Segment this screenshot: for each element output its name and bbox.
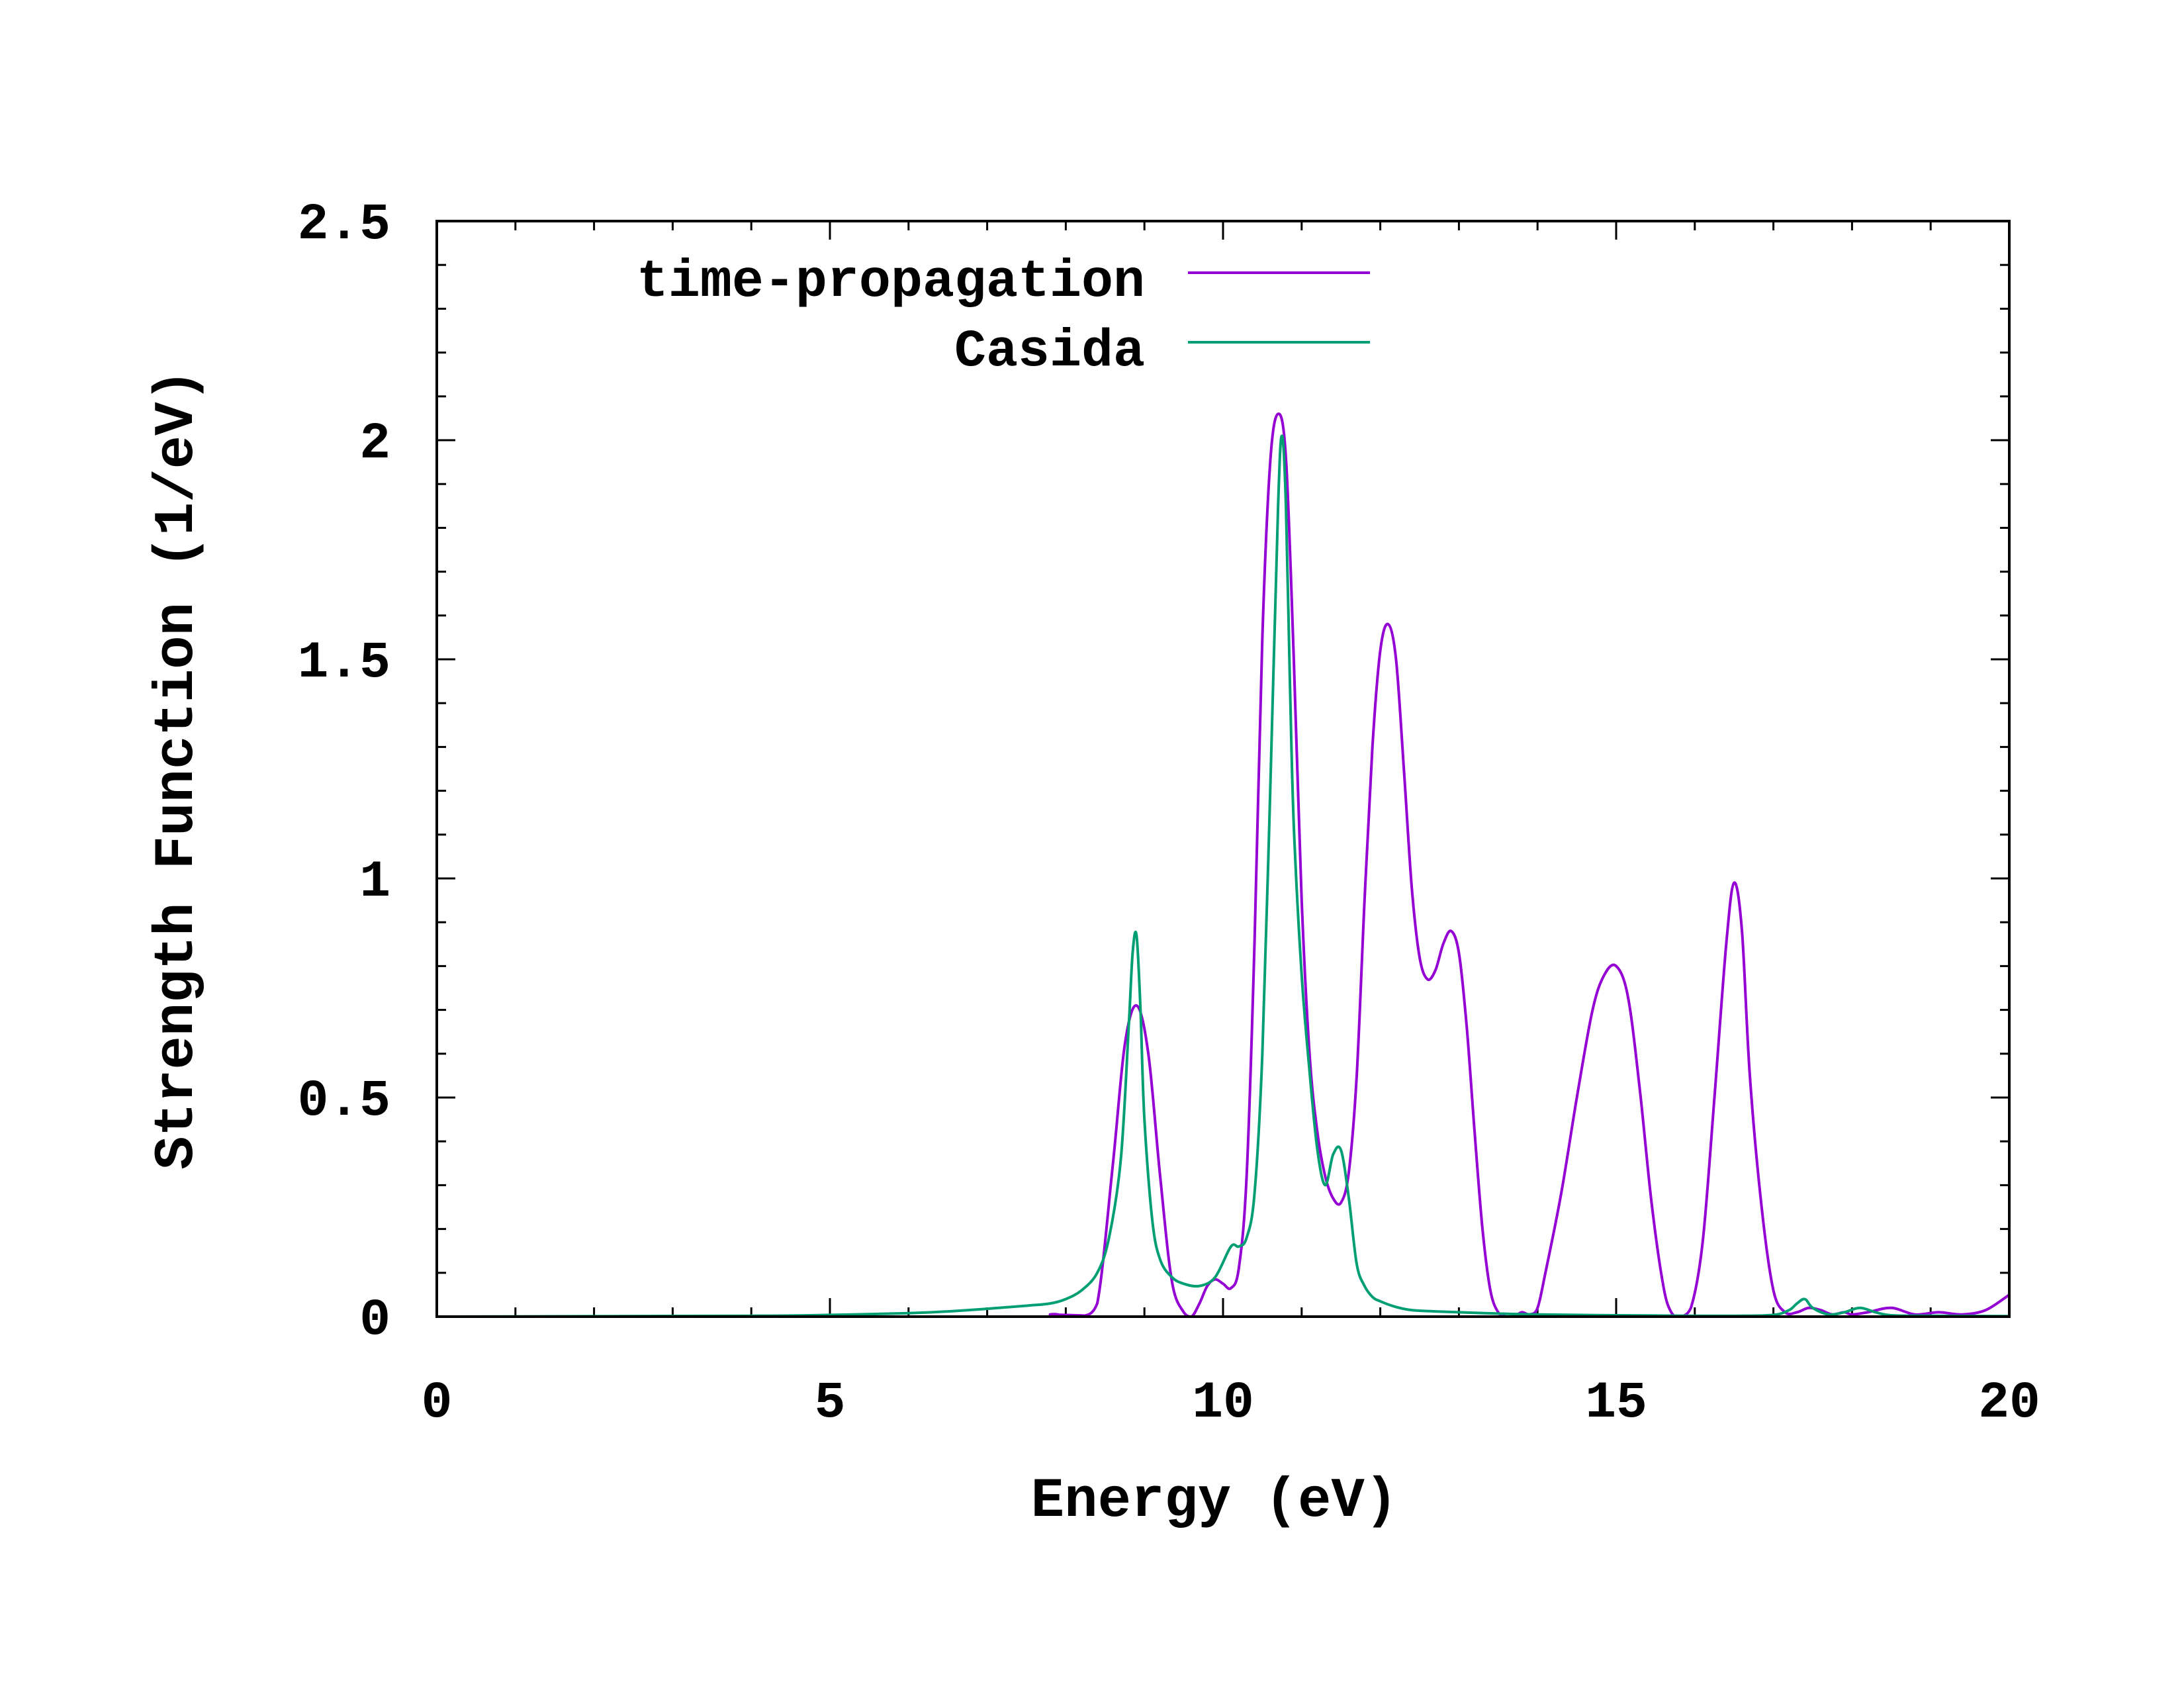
x-axis-title: Energy (eV): [1031, 1470, 1398, 1533]
plot-frame: [435, 220, 2011, 1318]
y-axis-title: Strength Function (1/eV): [146, 369, 209, 1170]
x-tick-label-2: 10: [1192, 1374, 1254, 1432]
y-tick-label-4: 2: [359, 415, 390, 473]
x-tick-label-3: 15: [1585, 1374, 1647, 1432]
legend-label-casida: Casida: [954, 322, 1145, 382]
legend-label-time-propagation: time-propagation: [637, 252, 1145, 312]
y-tick-label-3: 1.5: [298, 634, 390, 692]
x-tick-label-4: 20: [1978, 1374, 2040, 1432]
y-tick-label-5: 2.5: [298, 196, 390, 254]
x-tick-label-1: 5: [815, 1374, 846, 1432]
y-tick-label-0: 0: [359, 1291, 390, 1350]
x-tick-label-0: 0: [422, 1374, 453, 1432]
legend: time-propagation Casida: [637, 252, 1370, 382]
labels-layer: Energy (eV) Strength Function (1/eV) 0 5 1…: [146, 196, 2040, 1533]
y-tick-label-1: 0.5: [298, 1072, 390, 1131]
y-tick-label-2: 1: [359, 853, 390, 912]
